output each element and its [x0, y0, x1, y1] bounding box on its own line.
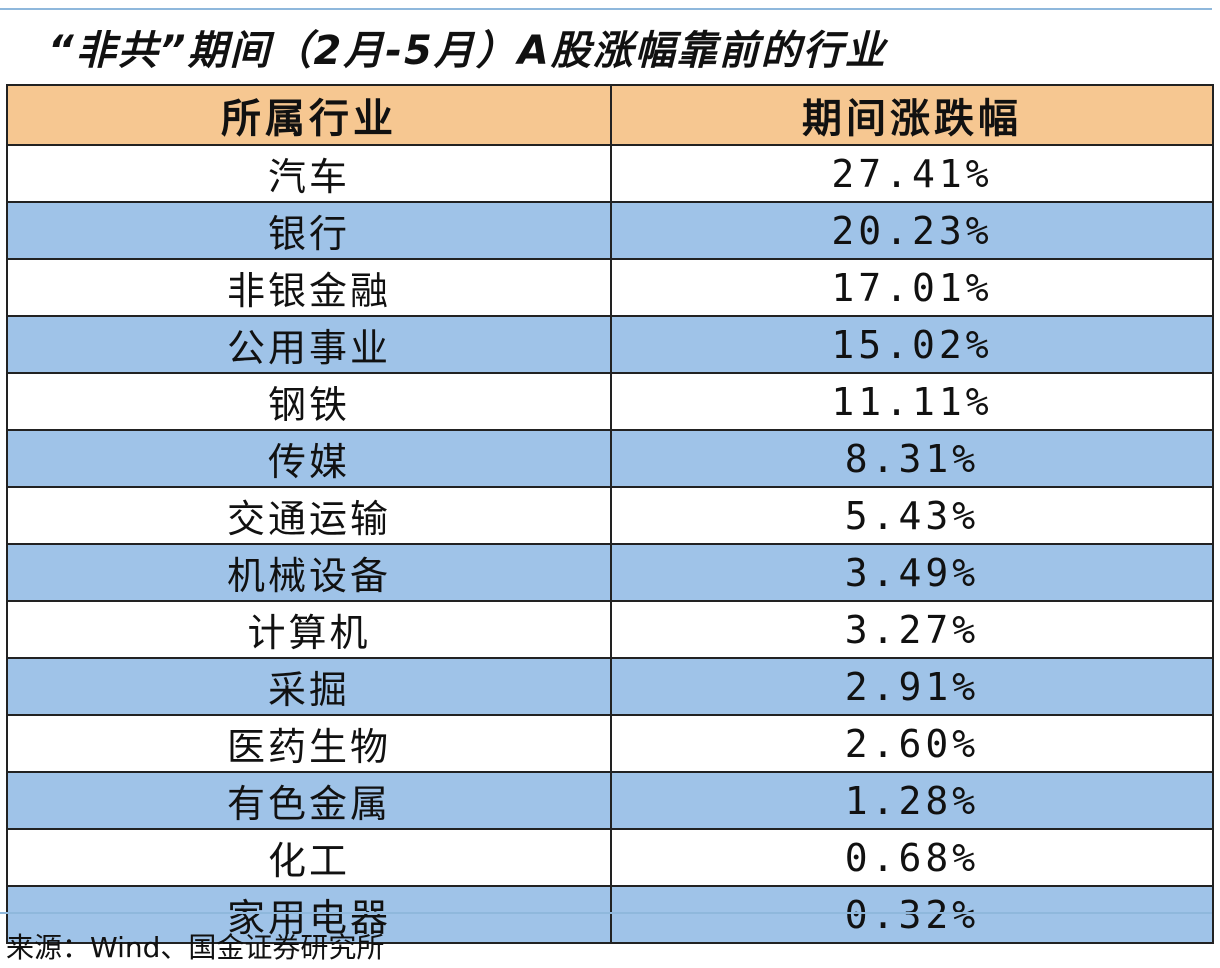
change-cell: 17.01%: [610, 258, 1214, 317]
industry-cell: 计算机: [6, 600, 612, 659]
industry-cell: 有色金属: [6, 771, 612, 830]
top-rule: [0, 8, 1212, 10]
page-title: “非共”期间（2月-5月）A股涨幅靠前的行业: [48, 28, 887, 74]
industry-cell: 医药生物: [6, 714, 612, 773]
change-cell: 20.23%: [610, 201, 1214, 260]
table-row: 钢铁 11.11%: [6, 372, 1214, 431]
table-row: 家用电器 0.32%: [6, 885, 1214, 944]
change-cell: 11.11%: [610, 372, 1214, 431]
change-cell: 27.41%: [610, 144, 1214, 203]
header-change: 期间涨跌幅: [610, 84, 1214, 146]
industry-cell: 非银金融: [6, 258, 612, 317]
industry-cell: 银行: [6, 201, 612, 260]
table-row: 银行 20.23%: [6, 201, 1214, 260]
table-row: 交通运输 5.43%: [6, 486, 1214, 545]
industry-cell: 钢铁: [6, 372, 612, 431]
change-cell: 5.43%: [610, 486, 1214, 545]
change-cell: 3.49%: [610, 543, 1214, 602]
industry-cell: 机械设备: [6, 543, 612, 602]
table-row: 传媒 8.31%: [6, 429, 1214, 488]
industry-table-container: 所属行业 期间涨跌幅 汽车 27.41% 银行 20.23% 非银金融 17.01% 公用事…: [6, 84, 1214, 944]
table-row: 机械设备 3.49%: [6, 543, 1214, 602]
industry-cell: 采掘: [6, 657, 612, 716]
table-row: 公用事业 15.02%: [6, 315, 1214, 374]
change-cell: 1.28%: [610, 771, 1214, 830]
change-cell: 2.60%: [610, 714, 1214, 773]
change-cell: 15.02%: [610, 315, 1214, 374]
header-industry: 所属行业: [6, 84, 612, 146]
source-note: 来源：Wind、国金证券研究所: [6, 931, 385, 964]
industry-cell: 交通运输: [6, 486, 612, 545]
change-cell: 8.31%: [610, 429, 1214, 488]
table-row: 计算机 3.27%: [6, 600, 1214, 659]
bottom-rule: [0, 912, 1212, 914]
table-row: 有色金属 1.28%: [6, 771, 1214, 830]
table-header-row: 所属行业 期间涨跌幅: [6, 84, 1214, 146]
table-row: 汽车 27.41%: [6, 144, 1214, 203]
change-cell: 0.68%: [610, 828, 1214, 887]
table-row: 采掘 2.91%: [6, 657, 1214, 716]
table-row: 医药生物 2.60%: [6, 714, 1214, 773]
industry-table: 所属行业 期间涨跌幅 汽车 27.41% 银行 20.23% 非银金融 17.01% 公用事…: [6, 84, 1214, 944]
change-cell: 0.32%: [610, 885, 1214, 944]
industry-cell: 化工: [6, 828, 612, 887]
change-cell: 3.27%: [610, 600, 1214, 659]
industry-cell: 汽车: [6, 144, 612, 203]
table-row: 化工 0.68%: [6, 828, 1214, 887]
table-body: 汽车 27.41% 银行 20.23% 非银金融 17.01% 公用事业 15.02% 钢铁 11…: [6, 144, 1214, 944]
change-cell: 2.91%: [610, 657, 1214, 716]
industry-cell: 传媒: [6, 429, 612, 488]
industry-cell: 家用电器: [6, 885, 612, 944]
table-row: 非银金融 17.01%: [6, 258, 1214, 317]
industry-cell: 公用事业: [6, 315, 612, 374]
